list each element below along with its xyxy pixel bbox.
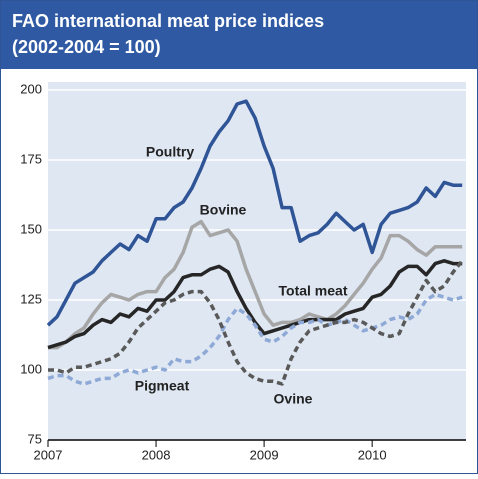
header bbox=[1, 1, 477, 69]
series-line bbox=[47, 259, 463, 350]
y-tick-label: 100 bbox=[20, 361, 42, 376]
series-label: Ovine bbox=[274, 391, 313, 407]
y-tick-label: 125 bbox=[20, 291, 42, 306]
x-tick-label: 2008 bbox=[142, 447, 171, 462]
chart-subtitle: (2002-2004 = 100) bbox=[12, 37, 161, 57]
series-label: Total meat bbox=[279, 283, 348, 299]
series-line bbox=[48, 219, 463, 350]
y-tick-label: 175 bbox=[20, 151, 42, 166]
series-line bbox=[47, 292, 463, 386]
chart-title: FAO international meat price indices bbox=[12, 11, 324, 31]
x-tick-label: 2009 bbox=[250, 447, 279, 462]
series-line bbox=[46, 99, 463, 327]
series-label: Poultry bbox=[146, 144, 194, 160]
plot-area bbox=[48, 82, 466, 440]
y-tick-label: 150 bbox=[20, 221, 42, 236]
y-tick-label: 75 bbox=[28, 431, 42, 446]
series-label: Bovine bbox=[200, 202, 247, 218]
x-tick-label: 2010 bbox=[358, 447, 387, 462]
x-tick-label: 2007 bbox=[34, 447, 63, 462]
y-tick-label: 200 bbox=[20, 81, 42, 96]
series-label: Pigmeat bbox=[135, 378, 190, 394]
series-line bbox=[48, 259, 464, 386]
